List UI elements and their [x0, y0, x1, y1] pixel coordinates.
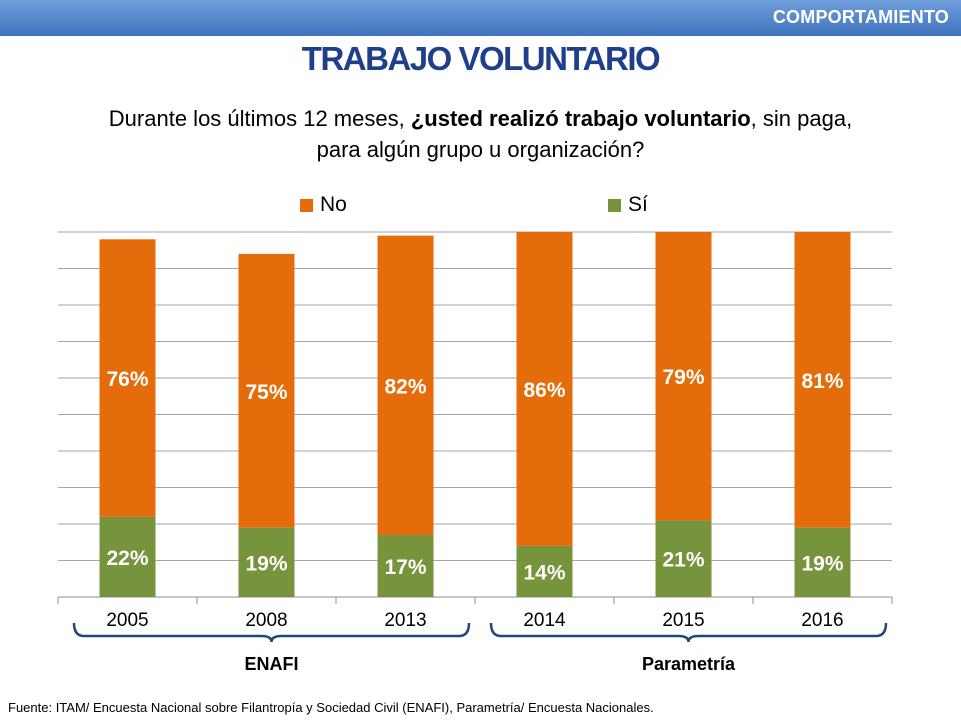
bar-no-2016 — [794, 232, 851, 528]
data-label-si-2005: 22% — [106, 547, 148, 570]
bar-si-2013 — [377, 534, 434, 597]
survey-question: Durante los últimos 12 meses, ¿usted rea… — [40, 103, 921, 165]
page-title: TRABAJO VOLUNTARIO — [301, 40, 661, 77]
data-label-si-2008: 19% — [245, 552, 287, 575]
data-label-no-2014: 86% — [523, 379, 565, 402]
legend-swatch-si — [608, 198, 621, 212]
legend-label-si: Sí — [628, 193, 648, 216]
question-emphasis: ¿usted realizó trabajo voluntario — [410, 106, 751, 131]
question-line2: para algún grupo u organización? — [316, 137, 645, 162]
x-tick-label-2015: 2015 — [662, 610, 704, 631]
legend-label-no: No — [320, 193, 347, 216]
legend-item-no: No — [300, 193, 347, 217]
header-bar: COMPORTAMIENTO — [0, 0, 961, 36]
x-tick-label-2005: 2005 — [106, 610, 148, 631]
x-tick-label-2008: 2008 — [245, 610, 287, 631]
x-tick-label-2016: 2016 — [801, 610, 843, 631]
bar-si-2014 — [516, 545, 573, 597]
data-label-no-2015: 79% — [662, 366, 704, 389]
group-bracket-0 — [72, 622, 471, 643]
data-label-no-2016: 81% — [801, 370, 843, 393]
group-bracket-1 — [489, 622, 888, 643]
x-tick-label-2013: 2013 — [384, 610, 426, 631]
data-label-si-2016: 19% — [801, 552, 843, 575]
bar-no-2008 — [238, 253, 295, 528]
source-note: Fuente: ITAM/ Encuesta Nacional sobre Fi… — [8, 700, 654, 715]
bar-si-2005 — [99, 516, 156, 597]
question-suffix: , sin paga, — [750, 106, 853, 131]
bar-si-2008 — [238, 527, 295, 597]
bar-no-2013 — [377, 235, 434, 535]
stacked-bar-chart: 22% 76% 2005 19% 75% 2008 17% 82% 2013 14% 86% 2014… — [57, 231, 893, 674]
bar-no-2015 — [655, 232, 712, 521]
data-label-si-2015: 21% — [662, 549, 704, 572]
section-label: COMPORTAMIENTO — [772, 7, 949, 27]
bar-si-2015 — [655, 520, 712, 597]
bar-no-2005 — [99, 239, 156, 517]
bar-no-2014 — [516, 232, 573, 546]
question-prefix: Durante los últimos 12 meses, — [108, 106, 411, 131]
data-label-no-2013: 82% — [384, 375, 426, 398]
group-label-0: ENAFI — [245, 654, 299, 674]
group-label-1: Parametría — [642, 654, 736, 674]
bar-si-2016 — [794, 527, 851, 597]
data-label-si-2014: 14% — [523, 561, 565, 584]
legend-item-si: Sí — [608, 193, 648, 217]
data-label-no-2005: 76% — [106, 368, 148, 391]
x-tick-label-2014: 2014 — [523, 610, 566, 631]
data-label-no-2008: 75% — [245, 381, 287, 404]
legend-swatch-no — [300, 198, 313, 212]
data-label-si-2013: 17% — [384, 556, 426, 579]
